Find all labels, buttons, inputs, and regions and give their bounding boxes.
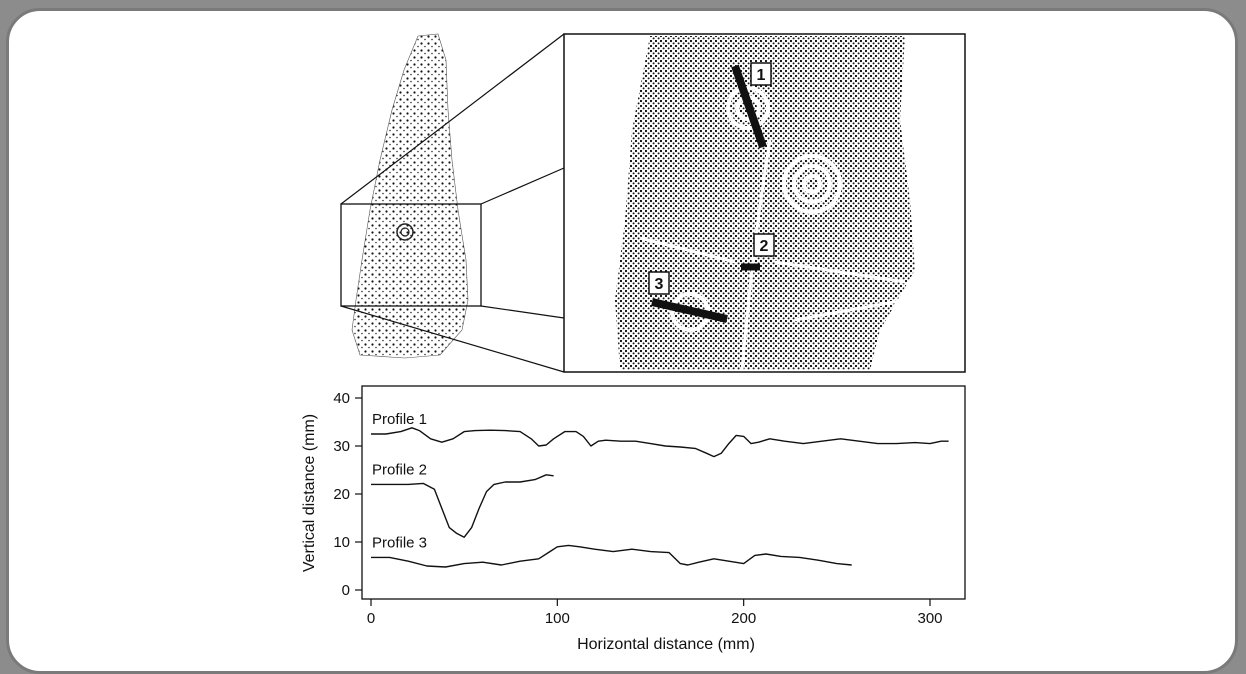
zoom-inset: 1 2 3 (563, 33, 966, 373)
x-tick-label: 100 (545, 610, 570, 627)
zoom-connector-top-left (340, 33, 565, 205)
marker-3: 3 (648, 271, 670, 295)
inset-stone-surface (615, 36, 915, 370)
profile-series: Profile 1 Profile 2 Profile 3 (371, 411, 949, 568)
series-label-profile-1: Profile 1 (372, 411, 427, 428)
y-tick-label: 30 (333, 438, 350, 455)
x-tick-label: 0 (367, 610, 375, 627)
series-label-profile-2: Profile 2 (372, 461, 427, 478)
series-label-profile-3: Profile 3 (372, 534, 427, 551)
y-tick-label: 40 (333, 390, 350, 407)
y-axis-ticks: 0 10 20 30 40 (333, 390, 362, 599)
series-line-profile-2 (371, 474, 554, 538)
marker-3-label: 3 (655, 276, 664, 293)
overview-spiral-motif-inner (400, 227, 410, 237)
y-tick-label: 20 (333, 486, 350, 503)
x-axis-title: Horizontal distance (mm) (577, 636, 755, 653)
zoom-connector-top-right (480, 167, 565, 205)
zoom-connector-bottom-right (480, 305, 565, 319)
marker-2-label: 2 (760, 238, 769, 255)
overview-zoom-box (340, 203, 482, 307)
series-line-profile-1 (371, 427, 949, 458)
stone-silhouette (351, 33, 469, 359)
stone-overview (340, 33, 565, 373)
profile-3-transect (651, 298, 728, 323)
marker-1: 1 (750, 62, 772, 86)
plot-frame (361, 385, 966, 600)
series-line-profile-3 (371, 544, 852, 568)
marker-1-label: 1 (757, 67, 766, 84)
y-tick-label: 0 (342, 582, 350, 599)
x-tick-label: 300 (917, 610, 942, 627)
y-axis-title: Vertical distance (mm) (301, 414, 318, 572)
zoom-connector-bottom-left (340, 305, 565, 373)
overview-spiral-motif (396, 223, 414, 241)
marker-2: 2 (753, 233, 775, 257)
profile-1-transect (731, 64, 767, 149)
y-tick-label: 10 (333, 534, 350, 551)
x-axis-ticks: 0 100 200 300 (367, 599, 943, 627)
x-tick-label: 200 (731, 610, 756, 627)
